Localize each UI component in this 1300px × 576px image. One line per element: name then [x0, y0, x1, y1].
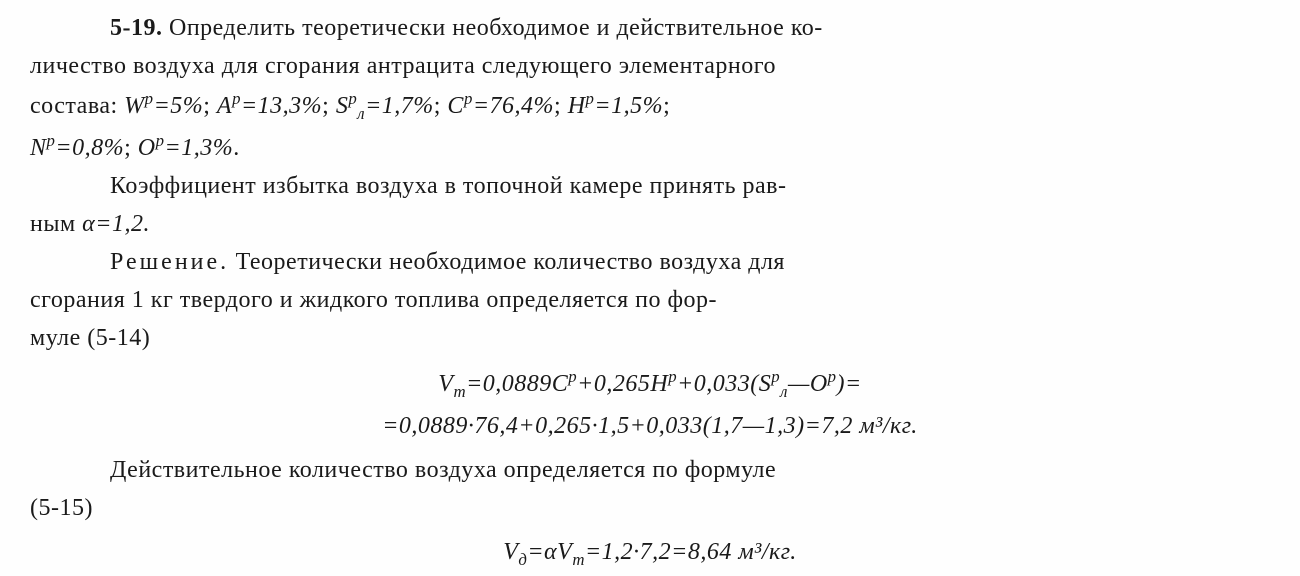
formula-vt-line1: Vт=0,0889Cр+0,265Hр+0,033(Sрл—Oр)=	[30, 364, 1270, 404]
comp-n: Nр=0,8%	[30, 135, 124, 161]
solution-line2: сгорания 1 кг твердого и жидкого топлива…	[30, 282, 1270, 318]
solution-text1: Теоретически необходимое количество возд…	[229, 249, 785, 275]
solution-text2: сгорания 1 кг твердого и жидкого топлива…	[30, 287, 717, 313]
solution-text3: муле (5-14)	[30, 325, 150, 351]
comp-s: Sрл=1,7%	[336, 93, 434, 119]
composition-prefix: состава:	[30, 93, 124, 119]
comp-c: Cр=76,4%	[447, 93, 554, 119]
actual-text2: (5-15)	[30, 495, 93, 521]
coeff-text2-prefix: ным	[30, 211, 82, 237]
solution-label: Решение.	[110, 249, 229, 275]
comp-w: Wр=5%	[124, 93, 203, 119]
solution-line3: муле (5-14)	[30, 320, 1270, 356]
formula-vd: Vд=αVт=1,2·7,2=8,64 м³/кг.	[30, 534, 1270, 572]
actual-line1: Действительное количество воздуха опреде…	[30, 452, 1270, 488]
problem-text2: личество воздуха для сгорания антрацита …	[30, 53, 776, 79]
problem-number: 5-19.	[110, 15, 163, 41]
actual-text1: Действительное количество воздуха опреде…	[110, 457, 776, 483]
problem-statement-line1: 5-19. Определить теоретически необходимо…	[30, 10, 1270, 46]
actual-line2: (5-15)	[30, 490, 1270, 526]
comp-a: Aр=13,3%	[217, 93, 322, 119]
problem-statement-line2: личество воздуха для сгорания антрацита …	[30, 48, 1270, 84]
alpha-value: α=1,2.	[82, 211, 150, 237]
comp-h: Hр=1,5%	[568, 93, 663, 119]
comp-o: Oр=1,3%	[138, 135, 233, 161]
coefficient-line2: ным α=1,2.	[30, 206, 1270, 242]
coeff-text1: Коэффициент избытка воздуха в топочной к…	[110, 173, 787, 199]
solution-line1: Решение. Теоретически необходимое количе…	[30, 244, 1270, 280]
coefficient-line1: Коэффициент избытка воздуха в топочной к…	[30, 168, 1270, 204]
problem-statement-line4: Nр=0,8%; Oр=1,3%.	[30, 128, 1270, 166]
formula-vt-line2: =0,0889·76,4+0,265·1,5+0,033(1,7—1,3)=7,…	[30, 408, 1270, 444]
problem-statement-line3: состава: Wр=5%; Aр=13,3%; Sрл=1,7%; Cр=7…	[30, 86, 1270, 126]
problem-text1: Определить теоретически необходимое и де…	[169, 15, 823, 41]
formula-vt: Vт=0,0889Cр+0,265Hр+0,033(Sрл—Oр)= =0,08…	[30, 364, 1270, 444]
